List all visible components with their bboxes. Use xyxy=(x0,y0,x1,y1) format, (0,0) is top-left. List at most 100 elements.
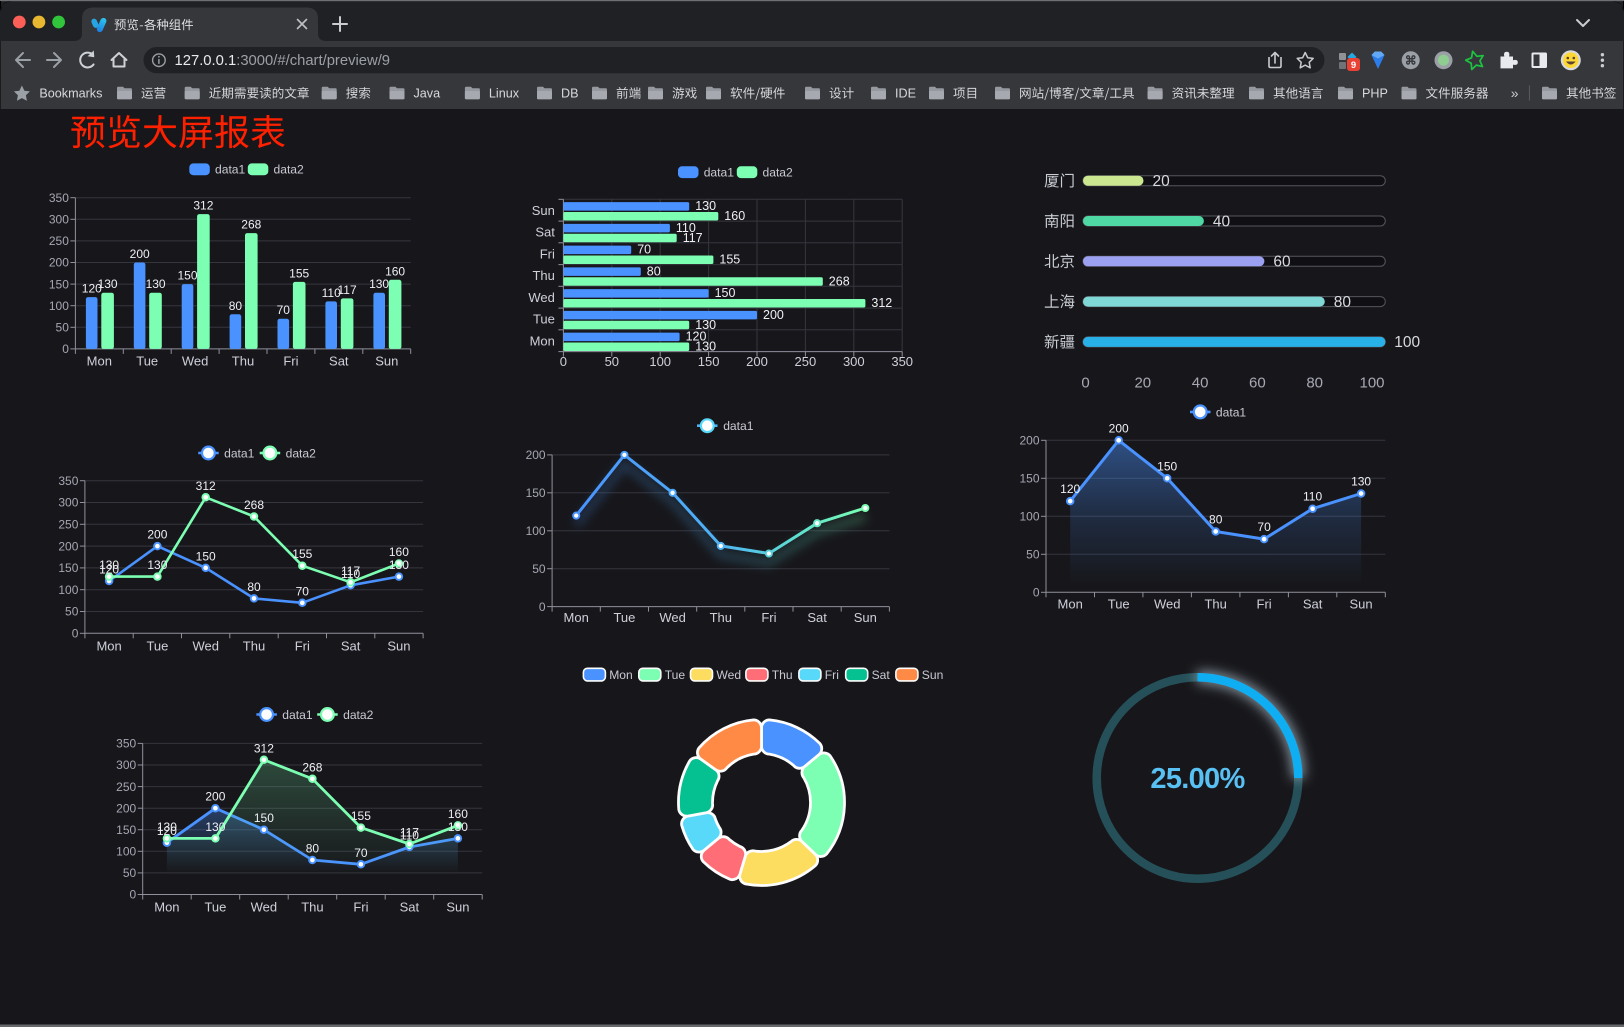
svg-text:312: 312 xyxy=(871,296,892,310)
svg-text:300: 300 xyxy=(58,496,78,510)
svg-text:Thu: Thu xyxy=(1204,597,1226,612)
svg-text:120: 120 xyxy=(686,330,707,344)
svg-text:350: 350 xyxy=(49,191,69,205)
svg-text:150: 150 xyxy=(116,823,136,837)
svg-text:50: 50 xyxy=(123,866,137,880)
svg-text:Wed: Wed xyxy=(182,354,209,369)
svg-text:130: 130 xyxy=(448,820,468,834)
svg-text:Sun: Sun xyxy=(1350,597,1373,612)
svg-text:20: 20 xyxy=(1153,173,1171,190)
svg-text:50: 50 xyxy=(1026,548,1040,562)
svg-text:80: 80 xyxy=(1209,513,1223,527)
svg-text:70: 70 xyxy=(1257,520,1271,534)
svg-text:268: 268 xyxy=(241,218,261,232)
svg-text:Tue: Tue xyxy=(533,312,555,327)
svg-text:100: 100 xyxy=(1394,334,1420,351)
svg-text:Mon: Mon xyxy=(87,354,112,369)
svg-text:Tue: Tue xyxy=(665,668,686,682)
svg-text:150: 150 xyxy=(254,811,274,825)
svg-text:Tue: Tue xyxy=(136,354,158,369)
svg-text:Wed: Wed xyxy=(716,668,741,682)
svg-text:data1: data1 xyxy=(723,419,754,433)
svg-text:IDE: IDE xyxy=(895,87,916,101)
svg-text:Thu: Thu xyxy=(532,268,554,283)
svg-text:Sun: Sun xyxy=(375,354,398,369)
svg-text:100: 100 xyxy=(1019,510,1039,524)
svg-text:40: 40 xyxy=(1213,213,1231,230)
svg-text:250: 250 xyxy=(49,234,69,248)
svg-text:Thu: Thu xyxy=(232,354,254,369)
svg-text:120: 120 xyxy=(99,563,119,577)
svg-text:80: 80 xyxy=(1306,375,1323,392)
svg-text:0: 0 xyxy=(1033,586,1040,600)
svg-text:60: 60 xyxy=(1249,375,1266,392)
svg-text:130: 130 xyxy=(389,558,409,572)
svg-text:100: 100 xyxy=(526,524,546,538)
svg-text:150: 150 xyxy=(177,269,197,283)
svg-text:268: 268 xyxy=(302,760,322,774)
svg-text:130: 130 xyxy=(146,277,166,291)
svg-text:0: 0 xyxy=(72,627,79,641)
svg-text:268: 268 xyxy=(829,274,850,288)
svg-text:110: 110 xyxy=(676,221,696,235)
svg-text:300: 300 xyxy=(49,213,69,227)
svg-text:Sat: Sat xyxy=(535,225,555,240)
svg-text:300: 300 xyxy=(116,758,136,772)
svg-text:268: 268 xyxy=(244,498,264,512)
svg-text:200: 200 xyxy=(746,354,768,369)
svg-text:Wed: Wed xyxy=(251,900,278,915)
svg-text:Mon: Mon xyxy=(564,610,589,625)
svg-text:130: 130 xyxy=(695,318,716,332)
svg-text:100: 100 xyxy=(116,845,136,859)
svg-text:155: 155 xyxy=(351,809,371,823)
svg-text:»: » xyxy=(1511,85,1519,101)
svg-text:data2: data2 xyxy=(343,708,374,722)
svg-text:200: 200 xyxy=(49,256,69,270)
svg-text:117: 117 xyxy=(338,283,357,297)
svg-text:200: 200 xyxy=(58,539,78,553)
svg-text:0: 0 xyxy=(1081,375,1089,392)
svg-text:50: 50 xyxy=(56,321,70,335)
svg-text:0: 0 xyxy=(130,888,137,902)
svg-text:Sun: Sun xyxy=(532,203,555,218)
svg-text:80: 80 xyxy=(247,580,261,594)
svg-text:120: 120 xyxy=(1060,482,1080,496)
svg-text:Sun: Sun xyxy=(854,610,877,625)
svg-text:120: 120 xyxy=(157,824,177,838)
svg-text:PHP: PHP xyxy=(1362,87,1388,101)
svg-text:Tue: Tue xyxy=(204,900,226,915)
svg-text:Tue: Tue xyxy=(1108,597,1130,612)
svg-text:60: 60 xyxy=(1273,254,1291,271)
svg-text:DB: DB xyxy=(561,87,579,101)
svg-text:Fri: Fri xyxy=(283,354,298,369)
svg-text:80: 80 xyxy=(1334,294,1352,311)
svg-text:350: 350 xyxy=(116,737,136,751)
svg-text:Thu: Thu xyxy=(772,668,793,682)
svg-text:160: 160 xyxy=(385,264,405,278)
svg-text:200: 200 xyxy=(116,801,136,815)
svg-text:Fri: Fri xyxy=(540,246,555,261)
svg-text:150: 150 xyxy=(58,561,78,575)
svg-text:Java: Java xyxy=(414,87,441,101)
svg-text:130: 130 xyxy=(157,820,177,834)
svg-text:data1: data1 xyxy=(215,163,246,177)
svg-text:data1: data1 xyxy=(704,166,735,180)
svg-text:Wed: Wed xyxy=(1154,597,1181,612)
svg-text:70: 70 xyxy=(637,243,651,257)
svg-text:100: 100 xyxy=(1359,375,1384,392)
svg-text:Wed: Wed xyxy=(192,639,219,654)
svg-text:155: 155 xyxy=(719,253,740,267)
svg-text:Sun: Sun xyxy=(922,668,944,682)
svg-text:150: 150 xyxy=(526,486,546,500)
svg-text:350: 350 xyxy=(58,474,78,488)
svg-text:110: 110 xyxy=(322,286,341,300)
svg-text:312: 312 xyxy=(254,741,274,755)
svg-text:Thu: Thu xyxy=(710,610,732,625)
svg-text:Sat: Sat xyxy=(807,610,827,625)
svg-text:data2: data2 xyxy=(286,446,317,460)
svg-text:Sat: Sat xyxy=(329,354,349,369)
svg-text:100: 100 xyxy=(649,354,671,369)
svg-text:350: 350 xyxy=(891,354,913,369)
svg-text:130: 130 xyxy=(695,199,716,213)
svg-text:0: 0 xyxy=(62,342,69,356)
